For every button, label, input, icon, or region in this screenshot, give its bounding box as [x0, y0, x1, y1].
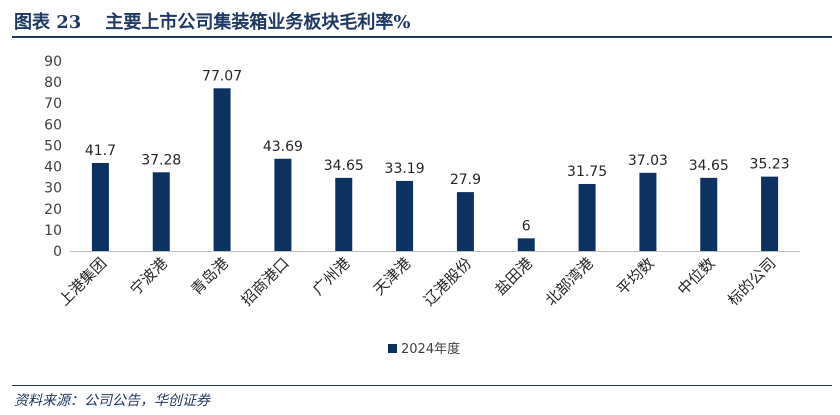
- bar: [396, 180, 414, 251]
- title-text: 主要上市公司集装箱业务板块毛利率%: [105, 12, 411, 33]
- y-tick-label: 30: [44, 181, 62, 197]
- x-tick-label: 中位数: [674, 254, 719, 299]
- x-tick-label: 青岛港: [187, 254, 232, 299]
- y-tick-label: 50: [44, 138, 62, 154]
- data-label: 77.07: [202, 68, 242, 84]
- data-label: 37.03: [628, 153, 668, 169]
- x-tick-label: 上港集团: [55, 254, 110, 309]
- x-tick-label: 宁波港: [127, 254, 172, 299]
- chart-title: 图表 23 主要上市公司集装箱业务板块毛利率%: [14, 8, 410, 34]
- title-rule: [12, 36, 832, 38]
- x-tick-label: 招商港口: [238, 254, 293, 309]
- y-tick-label: 40: [44, 160, 62, 176]
- bar: [700, 177, 718, 251]
- bar: [578, 183, 596, 251]
- bar: [152, 172, 170, 251]
- bar: [761, 176, 779, 251]
- data-label: 41.7: [85, 143, 116, 159]
- y-tick-label: 20: [44, 202, 62, 218]
- bar: [274, 158, 292, 251]
- x-tick-label: 天津港: [370, 254, 415, 299]
- data-label: 37.28: [141, 152, 181, 168]
- data-label: 34.65: [689, 158, 729, 174]
- bar: [213, 88, 231, 252]
- data-label: 35.23: [750, 157, 790, 173]
- legend-swatch: [388, 344, 397, 353]
- source-note: 资料来源：公司公告，华创证券: [14, 393, 210, 409]
- x-tick-label: 北部湾港: [542, 254, 597, 309]
- bar: [335, 177, 353, 251]
- data-label: 34.65: [324, 158, 364, 174]
- data-label: 27.9: [450, 172, 481, 188]
- figure-label: 图表 23: [14, 12, 82, 33]
- y-tick-label: 0: [53, 244, 62, 260]
- x-tick-label: 辽港股份: [420, 254, 475, 309]
- y-tick-label: 80: [44, 75, 62, 91]
- y-tick-label: 70: [44, 96, 62, 112]
- bar: [517, 238, 535, 251]
- legend-label: 2024年度: [401, 341, 460, 357]
- footer-rule: [12, 385, 832, 386]
- x-tick-label: 平均数: [613, 254, 658, 299]
- bar: [456, 192, 474, 251]
- bar-chart: 0 10 20 30 40 50 60 70 80 90 41.7 上港集团 37.28 宁波港 77.07…: [44, 54, 800, 357]
- x-tick-label: 盐田港: [492, 254, 537, 299]
- data-label: 33.19: [385, 161, 425, 177]
- data-label: 6: [522, 218, 531, 234]
- data-label: 43.69: [263, 139, 303, 155]
- y-tick-label: 60: [44, 117, 62, 133]
- x-tick-label: 广州港: [309, 254, 354, 299]
- bar: [91, 162, 109, 251]
- y-tick-label: 90: [44, 54, 62, 70]
- x-tick-label: 标的公司: [724, 254, 779, 309]
- bar: [639, 172, 657, 251]
- y-tick-label: 10: [44, 223, 62, 239]
- data-label: 31.75: [567, 164, 607, 180]
